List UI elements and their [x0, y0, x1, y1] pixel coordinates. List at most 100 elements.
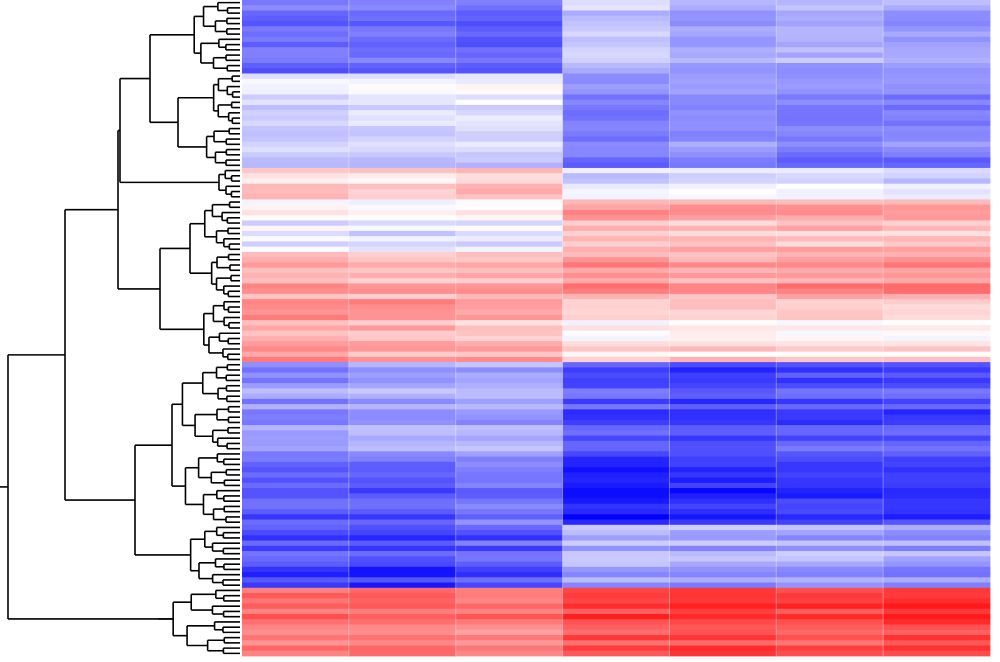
- heatmap-cell: [348, 241, 457, 248]
- heatmap-cell: [242, 199, 350, 206]
- heatmap-cell: [776, 503, 884, 510]
- heatmap-cell: [562, 650, 670, 657]
- heatmap-cell: [883, 645, 991, 652]
- heatmap-cell: [776, 131, 884, 137]
- heatmap-cell: [562, 251, 670, 258]
- heatmap-cell: [455, 624, 563, 631]
- heatmap-cell: [669, 650, 777, 657]
- heatmap-cell: [669, 404, 777, 410]
- heatmap-cell: [242, 241, 350, 248]
- heatmap-cell: [242, 446, 350, 452]
- heatmap-cell: [883, 115, 991, 122]
- heatmap-cell: [562, 288, 670, 295]
- heatmap-cell: [242, 89, 350, 95]
- heatmap-cell: [455, 377, 563, 384]
- heatmap-cell: [242, 283, 350, 290]
- heatmap-cell: [776, 225, 884, 232]
- heatmap-cell: [883, 220, 991, 227]
- heatmap-cell: [455, 398, 563, 405]
- heatmap-cell: [776, 346, 884, 353]
- heatmap-cell: [883, 204, 991, 211]
- heatmap-cell: [348, 356, 457, 363]
- heatmap-cell: [669, 120, 777, 127]
- heatmap-cell: [883, 57, 991, 64]
- heatmap-cell: [348, 561, 457, 568]
- heatmap-cell: [562, 461, 670, 468]
- heatmap-cell: [242, 629, 350, 636]
- heatmap-cell: [776, 293, 884, 300]
- heatmap-cell: [669, 83, 777, 90]
- heatmap-cell: [242, 47, 350, 53]
- heatmap-cell: [776, 272, 884, 279]
- heatmap-cell: [776, 199, 884, 206]
- heatmap-cell: [455, 110, 563, 116]
- heatmap-cell: [883, 356, 991, 363]
- heatmap-cell: [455, 83, 563, 90]
- heatmap-cell: [883, 293, 991, 300]
- heatmap-cell: [776, 351, 884, 358]
- heatmap-cell: [776, 173, 884, 179]
- heatmap-cell: [455, 173, 563, 179]
- heatmap-cell: [562, 89, 670, 95]
- heatmap-cell: [455, 440, 563, 447]
- heatmap-cell: [242, 498, 350, 505]
- heatmap-cell: [562, 530, 670, 536]
- heatmap-cell: [776, 167, 884, 174]
- heatmap-cell: [455, 388, 563, 394]
- heatmap-cell: [776, 545, 884, 552]
- heatmap-cell: [455, 299, 563, 305]
- heatmap-cell: [455, 320, 563, 326]
- heatmap-cell: [242, 94, 350, 101]
- heatmap-cell: [348, 635, 457, 641]
- heatmap-cell: [455, 183, 563, 190]
- heatmap-cell: [348, 136, 457, 143]
- heatmap-cell: [242, 15, 350, 22]
- heatmap-cell: [562, 194, 670, 200]
- heatmap-cell: [455, 131, 563, 137]
- heatmap-cell: [669, 566, 777, 573]
- heatmap-cell: [348, 146, 457, 153]
- heatmap-cell: [669, 398, 777, 405]
- heatmap-cell: [455, 120, 563, 127]
- heatmap-cell: [562, 566, 670, 573]
- heatmap-cell: [776, 440, 884, 447]
- heatmap-cell: [348, 246, 457, 253]
- heatmap-cell: [348, 125, 457, 132]
- heatmap-cell: [669, 624, 777, 631]
- heatmap-cell: [455, 10, 563, 17]
- heatmap-cell: [242, 482, 350, 489]
- heatmap-cell: [242, 26, 350, 32]
- heatmap-cell: [242, 377, 350, 384]
- heatmap-cell: [776, 194, 884, 200]
- heatmap-cell: [455, 482, 563, 489]
- heatmap-cell: [562, 551, 670, 557]
- heatmap-cell: [455, 572, 563, 578]
- heatmap-cell: [242, 230, 350, 237]
- heatmap-cell: [883, 272, 991, 279]
- heatmap-cell: [776, 89, 884, 95]
- heatmap-cell: [455, 57, 563, 64]
- heatmap-cell: [883, 278, 991, 284]
- heatmap-cell: [455, 498, 563, 505]
- heatmap-cell: [669, 141, 777, 148]
- heatmap-cell: [348, 99, 457, 106]
- heatmap-cell: [455, 5, 563, 11]
- heatmap-cell: [562, 362, 670, 368]
- heatmap-cell: [883, 335, 991, 342]
- heatmap-cell: [455, 236, 563, 242]
- heatmap-cell: [562, 346, 670, 353]
- heatmap-cell: [242, 314, 350, 321]
- heatmap-cell: [242, 640, 350, 646]
- heatmap-cell: [455, 430, 563, 436]
- heatmap-cell: [776, 83, 884, 90]
- heatmap-cell: [455, 309, 563, 316]
- heatmap-cell: [883, 341, 991, 347]
- heatmap-cell: [455, 419, 563, 426]
- heatmap-cell: [348, 194, 457, 200]
- heatmap-cell: [455, 619, 563, 625]
- heatmap-cell: [242, 309, 350, 316]
- heatmap-cell: [776, 267, 884, 274]
- heatmap-cell: [242, 645, 350, 652]
- heatmap-cell: [348, 393, 457, 400]
